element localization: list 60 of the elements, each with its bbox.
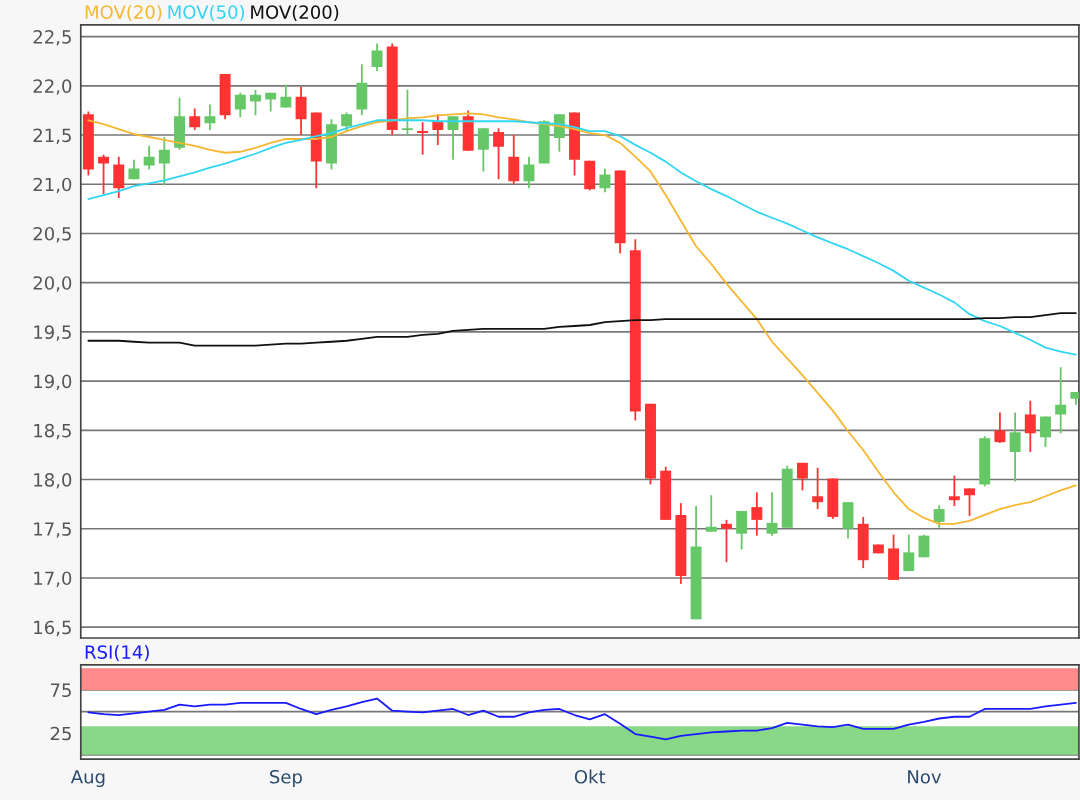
candlestick	[401, 88, 413, 136]
candlestick	[158, 136, 170, 187]
candlestick	[599, 167, 611, 194]
y-tick-label: 18,0	[34, 472, 72, 489]
candlestick	[234, 91, 246, 119]
candlestick	[189, 107, 201, 132]
text: RSI(14)	[85, 644, 149, 662]
text: MOV(50)	[168, 4, 245, 22]
candlestick	[493, 127, 505, 181]
x-tick-label: Sep	[270, 769, 302, 788]
y-tick-label: 75	[50, 683, 71, 698]
candlestick	[113, 155, 125, 199]
text: MOV(200)	[251, 4, 339, 22]
candlestick	[933, 504, 945, 529]
candlestick	[295, 85, 307, 136]
candlestick	[720, 518, 732, 564]
candlestick	[523, 155, 535, 190]
candlestick	[1055, 366, 1067, 435]
y-tick-label: 19,0	[34, 374, 72, 391]
candlestick	[417, 121, 429, 156]
y-tick-label: 17,0	[34, 571, 72, 587]
x-tick-label: Okt	[574, 769, 606, 784]
y-tick-label: 21,0	[33, 177, 72, 194]
candlestick	[736, 510, 748, 551]
candlestick	[751, 491, 763, 537]
candlestick	[1009, 411, 1021, 483]
x-tick-label: Nov	[908, 770, 942, 784]
y-tick-label: 25	[50, 726, 71, 741]
y-tick-label: 20,0	[33, 276, 72, 292]
y-tick-label: 19,5	[34, 325, 71, 341]
candlestick	[341, 111, 353, 133]
candlestick	[948, 474, 960, 508]
candlestick	[903, 533, 915, 572]
candlestick	[994, 411, 1006, 445]
candlestick	[964, 487, 975, 517]
x-tick-label: Aug	[70, 770, 105, 788]
candlestick	[204, 103, 216, 132]
y-tick-label: 20,5	[33, 226, 71, 243]
candlestick	[432, 113, 444, 146]
line-series	[87, 112, 1077, 525]
candlestick	[98, 153, 110, 195]
candlestick	[705, 494, 717, 533]
candlestick	[1024, 399, 1036, 453]
candlestick	[1040, 415, 1051, 448]
y-tick-label: 22,0	[33, 79, 72, 95]
candlestick	[250, 88, 261, 117]
y-tick-label: 18,5	[34, 423, 71, 440]
y-tick-label: 22,5	[33, 30, 71, 46]
line-series	[87, 312, 1077, 347]
candlestick	[477, 127, 489, 173]
y-tick-label: 17,5	[34, 522, 71, 538]
candlestick	[796, 461, 808, 492]
text: MOV(20)	[85, 4, 162, 22]
candlestick	[143, 144, 155, 171]
candlestick	[766, 491, 778, 537]
candlestick	[812, 466, 824, 510]
line-series	[87, 697, 1077, 741]
y-tick-label: 16,5	[34, 620, 71, 637]
y-tick-label: 21,5	[33, 128, 71, 144]
candlestick	[371, 42, 383, 72]
